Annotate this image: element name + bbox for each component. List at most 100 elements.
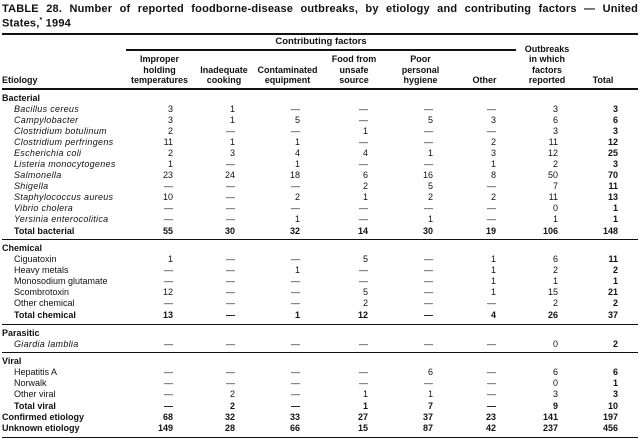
table-title-line2: States,* 1994 bbox=[2, 15, 638, 30]
table-row: Monosodium glutamate — — — — — 1 1 1 bbox=[2, 276, 638, 287]
row-label: Heavy metals bbox=[14, 265, 69, 276]
value-cell: 6 bbox=[612, 114, 618, 125]
value-cell: — bbox=[291, 378, 300, 389]
value-cell: — bbox=[291, 202, 300, 213]
table-row: Bacillus cereus 3 1 — — — — 3 3 bbox=[2, 103, 638, 114]
value-cell: — bbox=[359, 213, 368, 224]
value-cell: — bbox=[487, 103, 496, 114]
outbreaks-by-etiology-table: Etiology Contributing factors Outbreaks … bbox=[2, 35, 638, 443]
value-cell: 4 bbox=[294, 147, 300, 158]
value-cell: 2 bbox=[490, 191, 496, 202]
value-cell: 19 bbox=[453, 224, 516, 241]
value-cell: 1 bbox=[490, 287, 496, 298]
value-cell: 124 bbox=[388, 437, 453, 443]
value-cell: — bbox=[291, 180, 300, 191]
value-cell: — bbox=[424, 202, 433, 213]
row-label: Total chemical bbox=[2, 308, 126, 325]
table-row: Heavy metals — — 1 — — 1 2 2 bbox=[2, 265, 638, 276]
value-cell: 2 bbox=[362, 298, 368, 309]
value-cell: 42 bbox=[453, 422, 516, 438]
value-cell: 2 bbox=[294, 191, 300, 202]
value-cell: 21 bbox=[607, 287, 618, 298]
value-cell: 0 bbox=[552, 378, 558, 389]
table-row: Scombrotoxin 12 — — 5 — 1 15 21 bbox=[2, 287, 638, 298]
col-header-total: Total bbox=[578, 35, 638, 90]
value-cell: 28 bbox=[193, 422, 255, 438]
row-label: Total bacterial bbox=[2, 224, 126, 241]
value-cell: — bbox=[424, 125, 433, 136]
row-label: Shigella bbox=[14, 180, 49, 191]
value-cell: 1 bbox=[294, 213, 300, 224]
value-cell: — bbox=[164, 202, 173, 213]
table-row: Clostridium botulinum 2 — — 1 — — 3 3 bbox=[2, 125, 638, 136]
value-cell: 2 bbox=[612, 265, 618, 276]
section-header-row: Chemical bbox=[2, 240, 638, 254]
value-cell: — bbox=[359, 265, 368, 276]
value-cell: 11 bbox=[608, 254, 618, 265]
value-cell: — bbox=[226, 213, 235, 224]
value-cell: 1 bbox=[490, 265, 496, 276]
value-cell: 1 bbox=[362, 125, 368, 136]
value-cell: — bbox=[164, 401, 173, 412]
value-cell: 1 bbox=[490, 254, 496, 265]
value-cell: 1 bbox=[427, 213, 433, 224]
row-label: Salmonella bbox=[14, 169, 62, 180]
value-cell: 3 bbox=[167, 103, 173, 114]
table-row: Giardia lamblia — — — — — —0 2 bbox=[2, 338, 638, 354]
table-row: Clostridium perfringens 11 1 1— —2 11 12 bbox=[2, 136, 638, 147]
table-row: Salmonella 23 24 18 6 16 8 50 70 bbox=[2, 169, 638, 180]
value-cell: 1 bbox=[255, 308, 320, 325]
value-cell: 87 bbox=[388, 422, 453, 438]
value-cell: 2 bbox=[427, 191, 433, 202]
value-cell: — bbox=[359, 367, 368, 378]
value-cell: — bbox=[424, 287, 433, 298]
value-cell: 65 bbox=[453, 437, 516, 443]
value-cell: — bbox=[424, 136, 433, 147]
value-cell: 1 bbox=[552, 213, 558, 224]
value-cell: 3 bbox=[612, 389, 618, 400]
row-label: Bacterial bbox=[2, 92, 41, 103]
value-cell: — bbox=[226, 202, 235, 213]
table-row: Vibrio cholera — — — — — — 0 1 bbox=[2, 202, 638, 213]
value-cell: — bbox=[291, 276, 300, 287]
value-cell: — bbox=[291, 125, 300, 136]
value-cell: 15 bbox=[547, 287, 558, 298]
value-cell: 1 bbox=[167, 158, 173, 169]
value-cell: 5 bbox=[362, 287, 368, 298]
row-label: Viral bbox=[2, 356, 22, 367]
value-cell: — bbox=[226, 254, 235, 265]
value-cell: 148 bbox=[578, 224, 638, 241]
value-cell: 1 bbox=[612, 202, 618, 213]
title-year-text: 1994 bbox=[42, 17, 71, 30]
value-cell: 2 bbox=[552, 158, 558, 169]
value-cell: 5 bbox=[427, 180, 433, 191]
value-cell: 70 bbox=[607, 169, 618, 180]
value-cell: 3 bbox=[552, 103, 558, 114]
row-label: Total viral bbox=[14, 401, 56, 412]
row-label: Other chemical bbox=[14, 298, 75, 309]
table-row: Shigella — — — 2 5 — 7 11 bbox=[2, 180, 638, 191]
value-cell: 25 bbox=[607, 147, 618, 158]
value-cell: 24 bbox=[224, 169, 235, 180]
value-cell: — bbox=[359, 202, 368, 213]
value-cell: 37 bbox=[422, 412, 433, 423]
row-label: Monosodium glutamate bbox=[14, 276, 108, 287]
row-label: Norwalk bbox=[14, 378, 47, 389]
value-cell: 1 bbox=[229, 103, 235, 114]
row-label: Ciguatoxin bbox=[14, 254, 57, 265]
value-cell: 1 bbox=[552, 276, 558, 287]
value-cell: 197 bbox=[602, 412, 618, 423]
section-header-row: Bacterial bbox=[2, 89, 638, 104]
row-label: Listeria monocytogenes bbox=[14, 158, 116, 169]
value-cell: 1 bbox=[362, 401, 368, 412]
value-cell: 2 bbox=[229, 389, 235, 400]
value-cell: — bbox=[424, 265, 433, 276]
value-cell: 18 bbox=[289, 169, 300, 180]
value-cell: 1 bbox=[229, 136, 235, 147]
row-label: Other viral bbox=[14, 389, 56, 400]
value-cell: — bbox=[487, 213, 496, 224]
value-cell: 3 bbox=[490, 147, 496, 158]
value-cell: 1 bbox=[427, 147, 433, 158]
col-header-etiology: Etiology bbox=[2, 35, 126, 90]
value-cell: 1 bbox=[294, 265, 300, 276]
